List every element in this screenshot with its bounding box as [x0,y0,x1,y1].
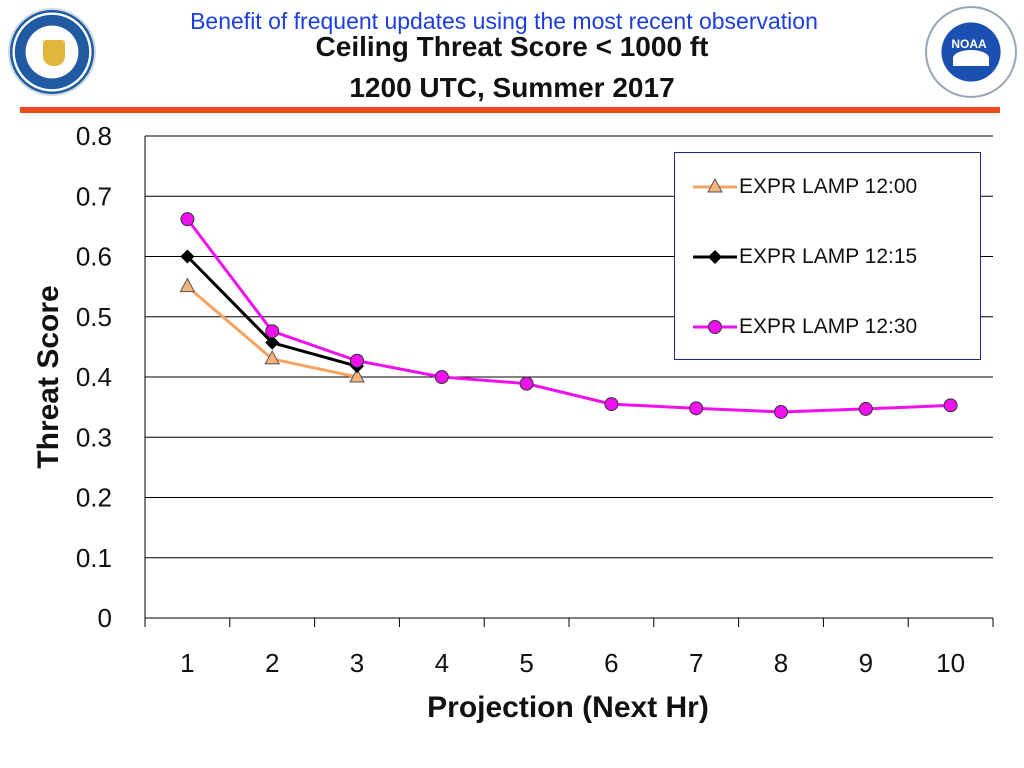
series-line [186,255,358,368]
series-layer [179,212,958,419]
data-point-diamond [180,249,195,264]
x-tick-label: 3 [350,648,364,678]
x-tick-label: 8 [774,648,788,678]
series-line [186,218,951,414]
data-point-circle [434,370,449,384]
y-tick-label: 0.1 [76,543,112,573]
y-tick-label: 0.8 [76,121,112,151]
x-tick-label: 2 [265,648,279,678]
y-tick-label: 0.7 [76,181,112,211]
legend-label-1230: EXPR LAMP 12:30 [739,315,918,338]
chart-subtitle: 1200 UTC, Summer 2017 [349,72,675,103]
data-point-circle [689,401,704,416]
y-tick-label: 0.4 [76,362,112,392]
legend-swatch-triangle-icon [693,177,737,193]
y-tick-label: 0.6 [76,242,112,272]
legend-item-1200: EXPR LAMP 12:00 [675,175,975,199]
y-tick-label: 0.2 [76,483,112,513]
x-tick-label: 6 [604,648,618,678]
data-point-triangle [264,349,281,365]
data-point-circle [180,212,195,227]
y-tick-label: 0.5 [76,302,112,332]
legend-label-1200: EXPR LAMP 12:00 [739,175,918,198]
x-tick-label: 9 [859,648,873,678]
accent-rule [20,107,1000,113]
x-axis-label: Projection (Next Hr) [427,691,709,724]
data-point-circle [604,397,619,412]
axis-layer: 0 0.1 0.2 0.3 0.4 0.5 0.6 0.7 0.8 1 2 3 4 5 6 7 8 9 10 [76,121,994,678]
data-point-diamond [265,335,280,350]
data-point-circle [774,404,788,419]
legend-item-1215: EXPR LAMP 12:15 [675,245,975,269]
legend-label-1215: EXPR LAMP 12:15 [739,245,918,268]
x-tick-label: 10 [936,648,965,678]
y-axis-label: Threat Score [32,285,65,468]
data-point-circle [943,398,958,413]
data-point-triangle [179,277,196,293]
data-point-triangle [349,367,365,383]
chart-title: Ceiling Threat Score < 1000 ft [315,31,709,62]
legend-swatch-diamond-icon [693,250,737,264]
noaa-logo-icon [925,6,1017,98]
legend-item-1230: EXPR LAMP 12:30 [675,315,975,339]
commerce-seal-icon [8,8,96,96]
y-tick-label: 0 [98,603,112,633]
noaa-logo-text: NOAA [951,37,987,51]
x-tick-label: 5 [519,648,533,678]
header-note: Benefit of frequent updates using the mo… [190,8,818,34]
x-tick-label: 1 [180,648,194,678]
data-point-circle [265,324,280,339]
data-point-circle [519,376,534,391]
data-point-circle [350,353,364,368]
y-tick-label: 0.3 [76,422,112,452]
x-tick-label: 4 [435,648,449,678]
x-tick-label: 7 [689,648,703,678]
data-point-circle [858,401,873,416]
legend-swatch-circle-icon [693,320,737,334]
chart-legend: EXPR LAMP 12:00 EXPR LAMP 12:15 EXPR LAM… [674,152,981,360]
